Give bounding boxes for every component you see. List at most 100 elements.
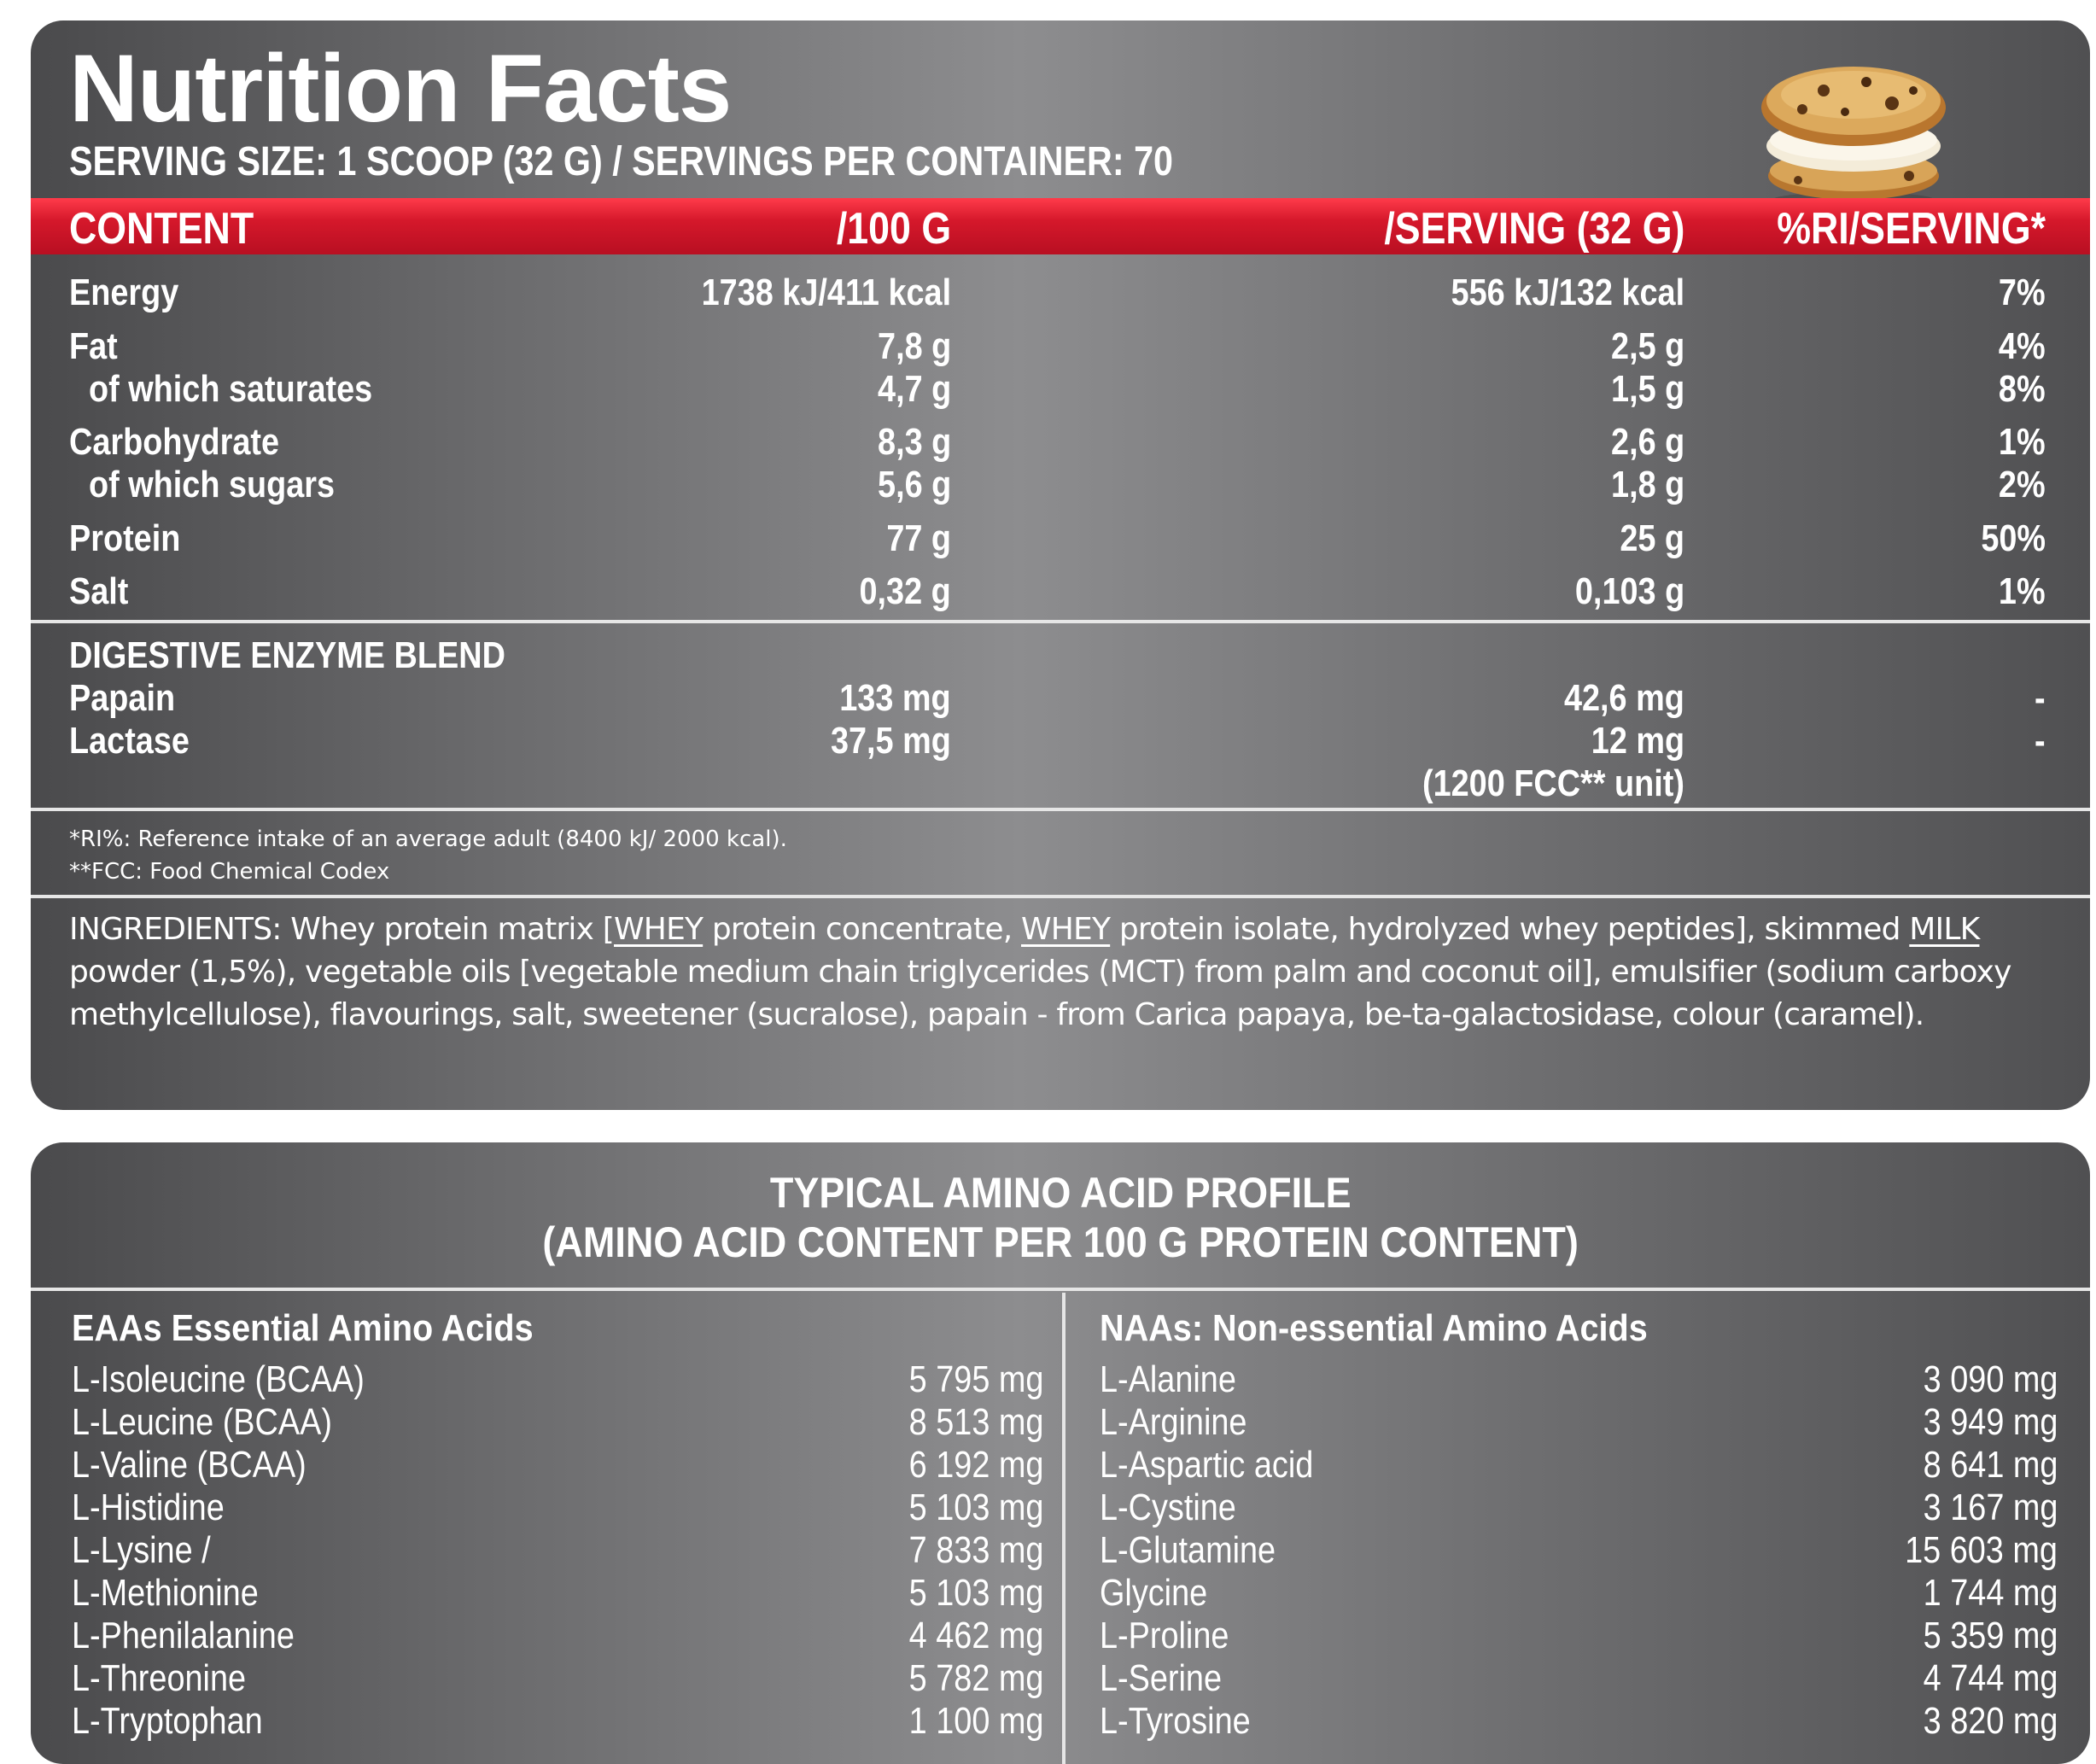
value-per-100g: 77 g <box>886 517 951 559</box>
amino-value: 5 103 mg <box>908 1487 1043 1528</box>
lactase-unit: (1200 FCC** unit) <box>1422 762 1684 804</box>
section-divider <box>31 895 2090 898</box>
table-row: of which saturates 4,7 g 1,5 g 8% <box>31 371 2090 410</box>
amino-name: L-Serine <box>1100 1657 1223 1699</box>
cookie-sandwich-image <box>1761 67 1946 207</box>
naa-heading: NAAs: Non-essential Amino Acids <box>1100 1307 1648 1349</box>
amino-value: 5 795 mg <box>908 1358 1043 1400</box>
amino-name: Glycine <box>1100 1572 1208 1614</box>
amino-name: L-Alanine <box>1100 1358 1236 1400</box>
enzyme-blend-title: DIGESTIVE ENZYME BLEND <box>31 637 2090 676</box>
amino-name: L-Glutamine <box>1100 1529 1276 1571</box>
amino-name: L-Tryptophan <box>72 1700 263 1742</box>
value-ri: 1% <box>1999 421 2046 463</box>
amino-acid-panel: TYPICAL AMINO ACID PROFILE (AMINO ACID C… <box>31 1142 2090 1764</box>
table-row: Fat 7,8 g 2,5 g 4% <box>31 328 2090 367</box>
serving-size-line: SERVING SIZE: 1 SCOOP (32 G) / SERVINGS … <box>69 139 1173 184</box>
amino-name: L-Lysine / <box>72 1529 211 1571</box>
section-divider <box>31 620 2090 623</box>
value-ri: - <box>2035 720 2046 762</box>
amino-title-line1: TYPICAL AMINO ACID PROFILE <box>31 1171 2090 1214</box>
list-item: L-Valine (BCAA) 6 192 mg <box>72 1446 1043 1489</box>
value-per-100g: 7,8 g <box>877 325 951 367</box>
nutrient-name: Salt <box>69 570 129 612</box>
value-per-100g: 0,32 g <box>859 570 951 612</box>
footnote-fcc: **FCC: Food Chemical Codex <box>69 859 390 885</box>
amino-title-text: TYPICAL AMINO ACID PROFILE <box>769 1169 1352 1217</box>
nutrient-name: Carbohydrate <box>69 421 280 463</box>
list-item: L-Tryptophan 1 100 mg <box>72 1703 1043 1745</box>
table-row: Lactase 37,5 mg 12 mg - <box>31 722 2090 762</box>
list-item: L-Threonine 5 782 mg <box>72 1660 1043 1703</box>
amino-name: L-Arginine <box>1100 1401 1247 1443</box>
footnote-ri: *RI%: Reference intake of an average adu… <box>69 827 787 852</box>
ingredients-text: INGREDIENTS: Whey protein matrix [ WHEY p… <box>69 908 2067 1037</box>
list-item: L-Aspartic acid 8 641 mg <box>1100 1446 2058 1489</box>
amino-name: L-Valine (BCAA) <box>72 1444 307 1486</box>
value-ri: 50% <box>1981 517 2046 559</box>
page-title: Nutrition Facts <box>69 35 732 142</box>
value-per-100g: 8,3 g <box>877 421 951 463</box>
list-item: L-Glutamine 15 603 mg <box>1100 1532 2058 1574</box>
list-item: L-Leucine (BCAA) 8 513 mg <box>72 1404 1043 1446</box>
allergen-milk: MILK <box>1909 912 1980 947</box>
amino-name: L-Aspartic acid <box>1100 1444 1314 1486</box>
ingredients-part: Whey protein matrix [ <box>281 912 615 947</box>
ingredients-part: protein concentrate, <box>703 912 1021 947</box>
amino-name: L-Phenilalanine <box>72 1615 295 1656</box>
value-per-100g: 4,7 g <box>877 368 951 410</box>
list-item: L-Tyrosine 3 820 mg <box>1100 1703 2058 1745</box>
list-item: L-Proline 5 359 mg <box>1100 1617 2058 1660</box>
amino-value: 4 462 mg <box>908 1615 1043 1656</box>
value-per-100g: 1738 kJ/411 kcal <box>701 272 951 313</box>
nutrient-name: Fat <box>69 325 118 367</box>
amino-name: L-Histidine <box>72 1487 225 1528</box>
amino-value: 8 641 mg <box>1923 1444 2058 1486</box>
amino-value: 6 192 mg <box>908 1444 1043 1486</box>
list-item: L-Histidine 5 103 mg <box>72 1489 1043 1532</box>
value-per-serving: 1,5 g <box>1610 368 1684 410</box>
amino-value: 4 744 mg <box>1923 1657 2058 1699</box>
header-per-100g: /100 G <box>836 204 951 254</box>
amino-value: 7 833 mg <box>908 1529 1043 1571</box>
amino-name: L-Proline <box>1100 1615 1229 1656</box>
amino-value: 3 090 mg <box>1923 1358 2058 1400</box>
amino-value: 1 100 mg <box>908 1700 1043 1742</box>
list-item: L-Phenilalanine 4 462 mg <box>72 1617 1043 1660</box>
list-item: L-Isoleucine (BCAA) 5 795 mg <box>72 1361 1043 1404</box>
enzyme-name: Lactase <box>69 720 190 762</box>
table-row: (1200 FCC** unit) <box>31 765 2090 804</box>
value-ri: 7% <box>1999 272 2046 313</box>
eaa-heading: EAAs Essential Amino Acids <box>72 1307 534 1349</box>
nutrient-name: of which sugars <box>89 464 336 505</box>
list-item: L-Arginine 3 949 mg <box>1100 1404 2058 1446</box>
value-per-100g: 5,6 g <box>877 464 951 505</box>
header-content: CONTENT <box>69 204 254 254</box>
value-ri: 1% <box>1999 570 2046 612</box>
value-per-100g: 37,5 mg <box>831 720 951 762</box>
allergen-whey: WHEY <box>1020 912 1111 947</box>
ingredients-part: protein isolate, hydrolyzed whey peptide… <box>1110 912 1910 947</box>
column-divider <box>1062 1293 1066 1764</box>
ingredients-label: INGREDIENTS: <box>69 912 282 947</box>
value-per-serving: 12 mg <box>1591 720 1684 762</box>
table-row: Energy 1738 kJ/411 kcal 556 kJ/132 kcal … <box>31 274 2090 313</box>
header-ri-serving: %RI/SERVING* <box>1777 204 2046 254</box>
amino-name: L-Leucine (BCAA) <box>72 1401 332 1443</box>
list-item: L-Alanine 3 090 mg <box>1100 1361 2058 1404</box>
header-per-serving: /SERVING (32 G) <box>1383 204 1684 254</box>
amino-name: L-Tyrosine <box>1100 1700 1251 1742</box>
list-item: L-Lysine / 7 833 mg <box>72 1532 1043 1574</box>
value-per-100g: 133 mg <box>839 677 951 719</box>
table-row: Salt 0,32 g 0,103 g 1% <box>31 573 2090 612</box>
table-row: of which sugars 5,6 g 1,8 g 2% <box>31 466 2090 505</box>
amino-name: L-Isoleucine (BCAA) <box>72 1358 365 1400</box>
amino-value: 5 782 mg <box>908 1657 1043 1699</box>
value-ri: 8% <box>1999 368 2046 410</box>
amino-value: 8 513 mg <box>908 1401 1043 1443</box>
value-per-serving: 556 kJ/132 kcal <box>1451 272 1684 313</box>
enzyme-name: Papain <box>69 677 176 719</box>
nutrient-name: of which saturates <box>89 368 373 410</box>
value-ri: 4% <box>1999 325 2046 367</box>
value-per-serving: 1,8 g <box>1610 464 1684 505</box>
